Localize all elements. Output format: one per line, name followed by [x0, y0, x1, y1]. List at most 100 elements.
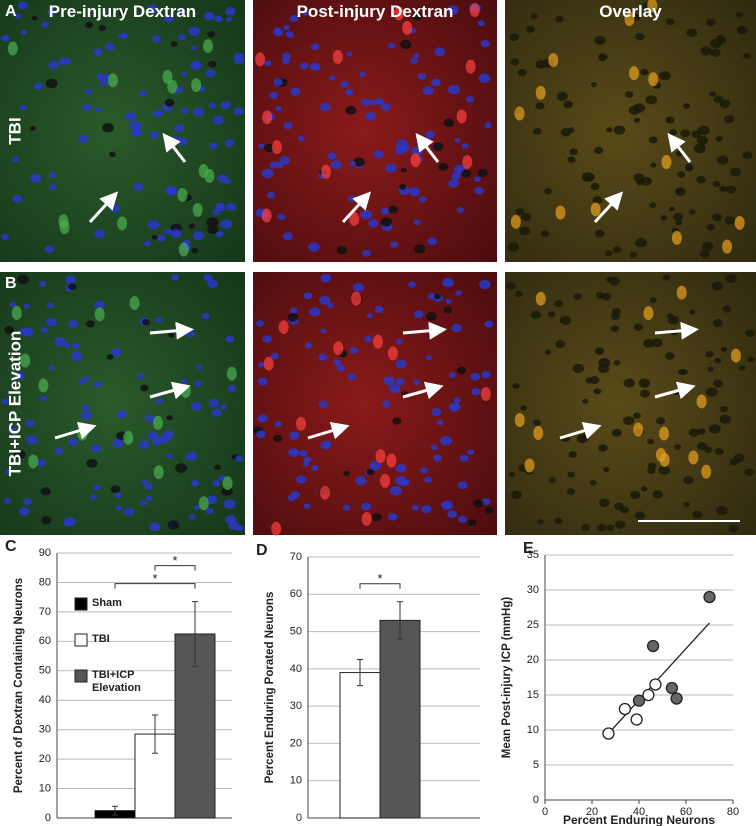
cell: [555, 205, 566, 220]
nucleus: [573, 293, 582, 300]
nucleus: [235, 455, 243, 462]
nucleus: [688, 428, 700, 437]
cell: [177, 187, 188, 202]
nucleus: [735, 11, 743, 18]
nucleus: [450, 404, 458, 411]
nucleus: [605, 250, 613, 257]
nucleus: [667, 315, 679, 325]
nucleus: [54, 337, 66, 347]
cell: [629, 66, 640, 81]
nucleus: [413, 219, 421, 226]
arrow: [654, 381, 696, 400]
nucleus: [719, 414, 731, 424]
nucleus: [662, 274, 671, 281]
cell: [153, 465, 164, 480]
cell: [514, 413, 525, 428]
nucleus: [319, 102, 331, 112]
y-tick-label: 0: [296, 812, 302, 824]
nucleus: [668, 206, 675, 212]
nucleus: [283, 24, 290, 31]
nucleus: [471, 388, 481, 396]
nucleus: [510, 58, 520, 66]
nucleus: [180, 71, 187, 77]
nucleus: [45, 78, 58, 89]
nucleus: [374, 98, 384, 106]
nucleus: [647, 438, 654, 445]
nucleus: [214, 464, 222, 471]
nucleus: [364, 335, 372, 343]
nucleus: [683, 476, 694, 485]
nucleus: [417, 73, 427, 80]
nucleus: [461, 143, 469, 149]
nucleus: [12, 194, 23, 203]
y-axis-label: Mean Post-injury ICP (mmHg): [501, 597, 513, 759]
nucleus: [144, 483, 154, 490]
nucleus: [413, 310, 424, 319]
nucleus: [401, 144, 410, 152]
nucleus: [48, 60, 60, 70]
nucleus: [635, 238, 648, 248]
nucleus: [481, 498, 491, 506]
nucleus: [388, 205, 399, 214]
nucleus: [274, 421, 282, 428]
nucleus: [380, 217, 392, 227]
cell: [321, 164, 332, 179]
nucleus: [212, 115, 224, 125]
nucleus: [166, 453, 173, 459]
nucleus: [299, 450, 308, 457]
nucleus: [629, 490, 641, 500]
nucleus: [533, 419, 541, 426]
nucleus: [149, 131, 159, 139]
legend-swatch: [74, 669, 88, 683]
nucleus: [220, 100, 231, 110]
nucleus: [123, 507, 135, 516]
arrow: [341, 191, 372, 224]
nucleus: [352, 282, 364, 292]
nucleus: [717, 36, 727, 45]
nucleus: [136, 373, 144, 380]
nucleus: [408, 281, 416, 288]
arrow: [559, 421, 602, 440]
nucleus: [598, 53, 608, 61]
nucleus: [86, 458, 98, 468]
nucleus: [479, 279, 491, 290]
nucleus: [302, 461, 309, 467]
nucleus: [414, 244, 426, 254]
nucleus: [48, 172, 57, 179]
nucleus: [473, 499, 484, 508]
nucleus: [149, 522, 161, 532]
nucleus: [190, 479, 200, 487]
nucleus: [712, 281, 724, 291]
nucleus: [177, 8, 186, 15]
y-tick-label: 90: [39, 547, 51, 559]
significance-label: *: [172, 553, 177, 568]
y-tick-label: 80: [39, 576, 51, 588]
nucleus: [693, 143, 706, 154]
nucleus: [327, 302, 334, 308]
nucleus: [14, 13, 22, 19]
error-bar: [357, 659, 363, 687]
nucleus: [445, 298, 452, 304]
nucleus: [448, 179, 459, 188]
panel-letter: A: [5, 3, 17, 20]
cell: [129, 296, 140, 311]
nucleus: [700, 46, 712, 56]
nucleus: [519, 226, 531, 236]
nucleus: [686, 28, 698, 38]
nucleus: [554, 299, 564, 308]
nucleus: [68, 320, 79, 329]
nucleus: [14, 371, 25, 380]
nucleus: [262, 335, 272, 343]
nucleus: [70, 351, 83, 362]
arrow: [149, 381, 191, 400]
nucleus: [675, 220, 683, 226]
y-tick-label: 25: [527, 619, 539, 631]
nucleus: [26, 435, 38, 445]
cell: [671, 230, 682, 245]
nucleus: [434, 47, 446, 57]
nucleus: [138, 440, 150, 450]
nucleus: [669, 129, 678, 136]
nucleus: [648, 136, 658, 144]
nucleus: [412, 12, 423, 21]
nucleus: [269, 91, 279, 99]
